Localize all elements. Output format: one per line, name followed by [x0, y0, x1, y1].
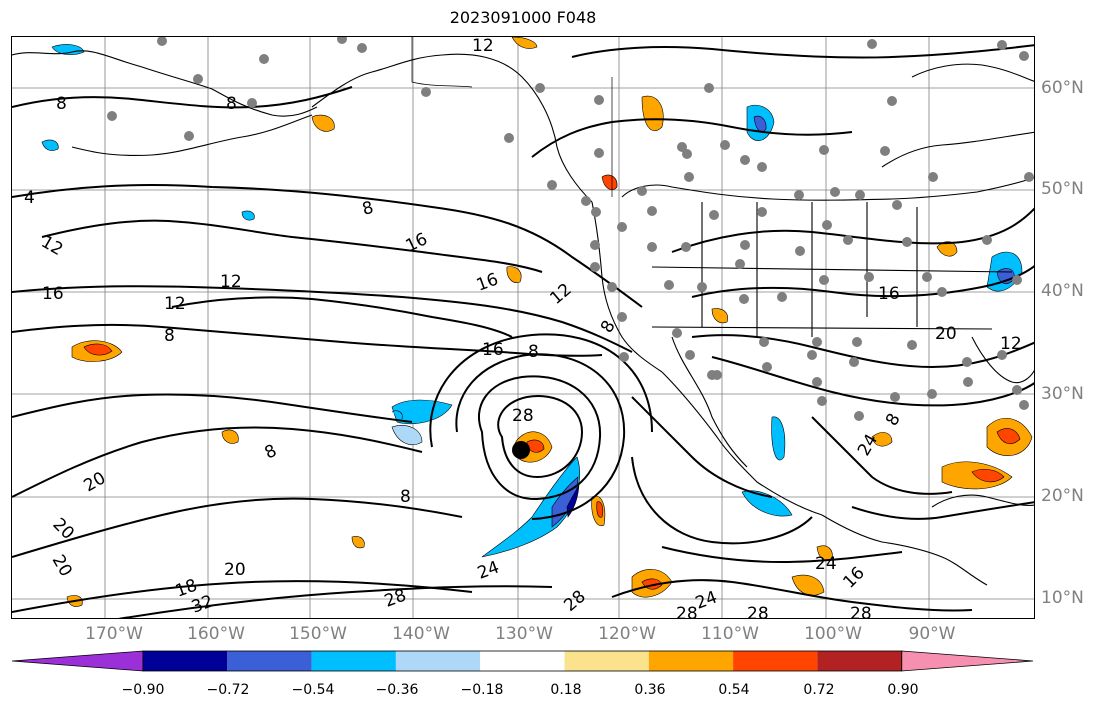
contour-label: 20 — [48, 552, 76, 581]
contour-label: 28 — [747, 604, 769, 619]
lon-label: 160°W — [187, 624, 245, 644]
lat-label: 20°N — [1041, 486, 1084, 506]
contour-label: 4 — [24, 188, 35, 208]
colorbar-segments — [11, 650, 1034, 672]
contour-label: 20 — [224, 560, 246, 580]
coastlines — [12, 37, 1034, 586]
colorbar-segment — [564, 651, 649, 671]
colorbar-extend-max — [901, 650, 1034, 672]
contour-label: 8 — [262, 441, 280, 464]
map-title: 2023091000 F048 — [449, 8, 597, 27]
contour-label: 12 — [1000, 334, 1022, 354]
colorbar-tick-label: 0.36 — [634, 682, 666, 698]
contour-label: 28 — [512, 406, 534, 426]
contour-label: 28 — [676, 604, 698, 619]
contour-lines — [12, 44, 1034, 618]
colorbar — [11, 650, 1034, 672]
colorbar-tick-label: 0.54 — [718, 682, 750, 698]
contour-label: 28 — [560, 587, 589, 616]
lat-label: 10°N — [1041, 588, 1084, 608]
lon-label: 100°W — [804, 624, 862, 644]
contour-label: 8 — [56, 94, 67, 114]
contour-label: 8 — [164, 326, 175, 346]
map-panel: 12 8 8 4 12 16 16 12 8 16 12 8 16 8 12 8… — [11, 36, 1035, 619]
contour-label: 16 — [878, 284, 900, 304]
colorbar-tick-label: 0.72 — [803, 682, 835, 698]
contour-label: 8 — [226, 94, 237, 114]
colorbar-segment — [480, 651, 565, 671]
colorbar-tick-label: −0.18 — [460, 682, 504, 698]
contour-label: 12 — [220, 272, 242, 292]
contour-label: 12 — [164, 294, 186, 314]
contour-label: 16 — [482, 340, 504, 360]
colorbar-segment — [733, 651, 818, 671]
contour-label: 8 — [882, 410, 905, 429]
contour-label: 16 — [42, 284, 64, 304]
colorbar-extend-min — [11, 650, 144, 672]
lon-label: 140°W — [392, 624, 450, 644]
lat-label: 40°N — [1041, 281, 1084, 301]
colorbar-segment — [395, 651, 481, 671]
colorbar-frame — [142, 650, 903, 672]
contour-label: 16 — [839, 563, 868, 592]
lat-label: 50°N — [1041, 179, 1084, 199]
shaded-field — [41, 37, 1033, 607]
colorbar-segment — [648, 651, 734, 671]
contour-label: 8 — [597, 317, 620, 336]
lat-label: 30°N — [1041, 384, 1084, 404]
lon-label: 90°W — [908, 624, 956, 644]
station-dots — [107, 37, 1034, 421]
contour-label: 12 — [546, 280, 575, 309]
colorbar-tick-label: −0.90 — [121, 682, 165, 698]
contour-label: 20 — [935, 324, 957, 344]
colorbar-tick-label: 0.90 — [887, 682, 919, 698]
lon-label: 110°W — [701, 624, 759, 644]
map-canvas: 12 8 8 4 12 16 16 12 8 16 12 8 16 8 12 8… — [12, 37, 1034, 619]
lat-label: 60°N — [1041, 78, 1084, 98]
colorbar-segment — [311, 651, 396, 671]
contour-label: 24 — [475, 558, 502, 584]
colorbar-tick-label: −0.54 — [291, 682, 335, 698]
contour-label: 24 — [815, 554, 837, 574]
colorbar-segment — [817, 651, 902, 671]
contour-label: 8 — [360, 198, 376, 220]
colorbar-tick-label: −0.72 — [206, 682, 250, 698]
colorbar-tick-label: 0.18 — [550, 682, 582, 698]
contour-label: 8 — [400, 487, 411, 507]
contour-label: 28 — [850, 604, 872, 619]
storm-center-marker — [512, 441, 530, 459]
lon-label: 130°W — [495, 624, 553, 644]
lon-label: 150°W — [289, 624, 347, 644]
contour-label: 8 — [528, 342, 539, 362]
colorbar-segment — [143, 651, 228, 671]
colorbar-tick-label: −0.36 — [375, 682, 419, 698]
contour-label: 12 — [472, 37, 494, 56]
lon-label: 120°W — [598, 624, 656, 644]
lon-label: 170°W — [85, 624, 143, 644]
colorbar-segment — [227, 651, 312, 671]
